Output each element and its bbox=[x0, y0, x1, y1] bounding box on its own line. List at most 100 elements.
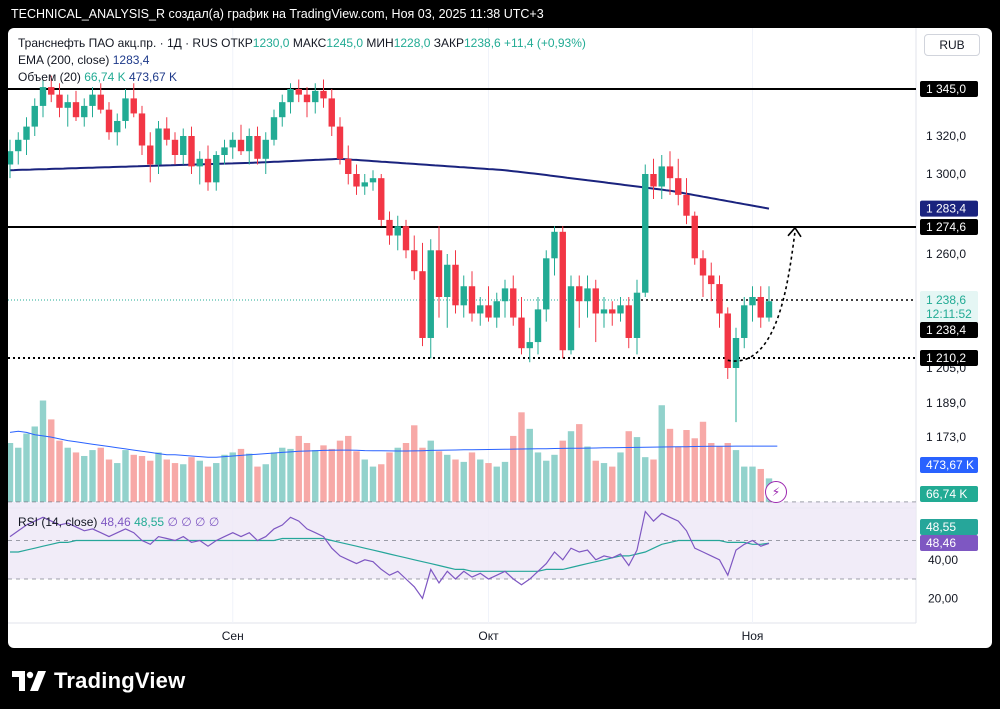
volume-bar bbox=[699, 421, 707, 502]
volume-bar bbox=[716, 446, 723, 502]
volume-bar bbox=[8, 443, 14, 502]
candle-body bbox=[369, 178, 377, 183]
volume-bar bbox=[171, 463, 179, 502]
volume-bar bbox=[64, 447, 71, 502]
volume-legend[interactable]: Объем (20) 66,74 K 473,67 K bbox=[18, 70, 177, 84]
candle-body bbox=[303, 94, 311, 103]
candle-body bbox=[609, 309, 616, 314]
volume-bar bbox=[279, 447, 286, 502]
volume-bar bbox=[584, 446, 591, 502]
volume-bar bbox=[369, 466, 377, 502]
volume-bar bbox=[724, 443, 731, 502]
lightning-icon[interactable]: ⚡ bbox=[765, 481, 787, 503]
candle-body bbox=[221, 147, 228, 155]
candle-body bbox=[188, 136, 195, 167]
candle-body bbox=[708, 275, 715, 285]
volume-bar bbox=[262, 464, 269, 502]
candle-body bbox=[320, 90, 327, 99]
rsi-label: RSI (14, close) bbox=[18, 515, 98, 529]
candle-body bbox=[237, 139, 245, 152]
projection-arrow-head bbox=[787, 226, 802, 238]
volume-bar bbox=[402, 443, 410, 502]
volume-bar bbox=[155, 452, 162, 502]
candle-body bbox=[592, 288, 599, 314]
candle-body bbox=[576, 286, 583, 302]
volume-bar bbox=[683, 430, 690, 502]
candle-body bbox=[732, 337, 740, 368]
volume-bar bbox=[691, 438, 698, 502]
volume-bar bbox=[633, 437, 641, 502]
volume-ma-value: 473,67 K bbox=[128, 70, 178, 84]
volume-bar bbox=[675, 446, 682, 502]
volume-bar bbox=[666, 428, 674, 502]
volume-bar bbox=[501, 461, 509, 502]
ema-legend[interactable]: EMA (200, close) 1283,4 bbox=[18, 53, 149, 67]
ema-label: EMA (200, close) bbox=[18, 53, 110, 67]
candle-body bbox=[765, 301, 773, 318]
close-value: 1238,6 bbox=[464, 36, 501, 50]
volume-ma-line bbox=[9, 430, 778, 458]
level-badge-bg bbox=[920, 81, 978, 97]
volume-bar bbox=[48, 419, 55, 502]
rsi-ma-badge: 48,55 bbox=[926, 520, 956, 534]
volume-bar bbox=[543, 460, 550, 502]
volume-bar bbox=[534, 452, 542, 502]
volume-bar bbox=[526, 428, 533, 502]
candle-body bbox=[312, 90, 319, 103]
candle-body bbox=[336, 126, 344, 159]
volume-bar bbox=[188, 457, 195, 502]
candle-body bbox=[468, 286, 476, 314]
candle-body bbox=[650, 174, 657, 187]
volume-bar bbox=[592, 460, 599, 502]
volume-bar bbox=[419, 447, 426, 502]
volume-bar bbox=[708, 443, 715, 502]
volume-bar bbox=[485, 463, 492, 502]
candle-body bbox=[295, 89, 302, 95]
currency-button[interactable]: RUB bbox=[924, 34, 980, 56]
open-label: ОТКР bbox=[221, 36, 253, 50]
candle-body bbox=[378, 178, 385, 220]
chart-canvas[interactable]: 1 345,01 320,01 300,01 260,01 205,01 189… bbox=[8, 28, 992, 648]
rsi-legend[interactable]: RSI (14, close) 48,46 48,55 ∅ ∅ ∅ ∅ bbox=[18, 515, 219, 529]
rsi-tick-label: 20,00 bbox=[928, 591, 958, 605]
prev-price-badge: 1 238,4 bbox=[926, 323, 966, 337]
volume-bar bbox=[147, 460, 154, 502]
candle-body bbox=[23, 126, 30, 140]
candle-body bbox=[262, 139, 269, 159]
low-value: 1228,0 bbox=[393, 36, 431, 50]
volume-bar bbox=[609, 466, 616, 502]
rsi-badge: 48,46 bbox=[926, 536, 956, 550]
tradingview-logo: TradingView bbox=[12, 668, 185, 694]
volume-bar bbox=[444, 454, 451, 502]
volume-bar bbox=[254, 466, 261, 502]
volume-bar bbox=[246, 453, 253, 502]
close-label: ЗАКР bbox=[433, 36, 464, 50]
candle-body bbox=[31, 105, 38, 127]
brand-name: TradingView bbox=[54, 668, 186, 693]
candle-body bbox=[353, 174, 360, 187]
candle-body bbox=[477, 305, 484, 314]
volume-bar bbox=[477, 459, 484, 502]
candle-body bbox=[147, 145, 154, 165]
candle-body bbox=[361, 182, 368, 187]
candle-body bbox=[584, 288, 591, 302]
candle-body bbox=[551, 231, 558, 259]
candle-body bbox=[510, 288, 517, 318]
volume-bar bbox=[15, 447, 22, 502]
candle-body bbox=[411, 250, 418, 272]
candle-body bbox=[97, 94, 104, 110]
price-tick-label: 1 260,0 bbox=[926, 247, 966, 261]
volume-bar bbox=[31, 426, 38, 502]
candle-body bbox=[15, 139, 22, 152]
volume-bar bbox=[576, 424, 583, 502]
volume-bar bbox=[336, 440, 344, 502]
volume-bar bbox=[204, 466, 212, 502]
chart-frame[interactable]: 1 345,01 320,01 300,01 260,01 205,01 189… bbox=[8, 28, 992, 648]
candle-body bbox=[617, 305, 624, 314]
volume-bar bbox=[452, 459, 459, 502]
volume-bar bbox=[196, 460, 203, 502]
volume-bar bbox=[229, 452, 236, 502]
rsi-badge-bg bbox=[920, 535, 978, 551]
volume-bar bbox=[386, 452, 393, 502]
volume-bar bbox=[353, 451, 360, 502]
